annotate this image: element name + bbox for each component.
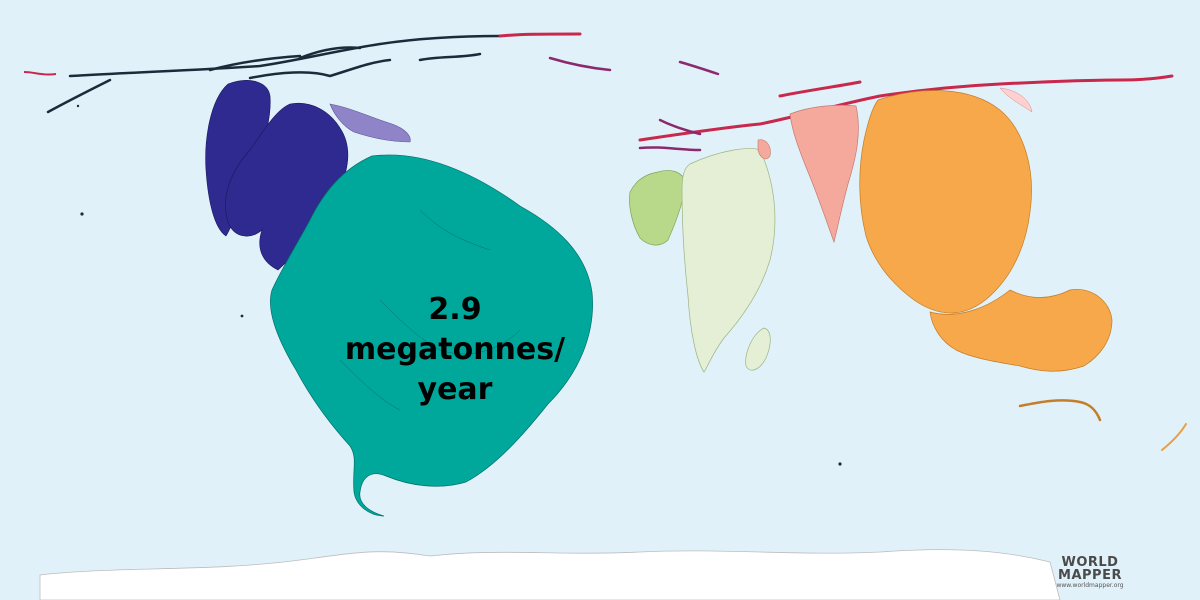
logo-url: www.worldmapper.org [1056, 582, 1124, 589]
central-america [329, 103, 411, 143]
value-unit-line2: year [417, 372, 493, 407]
asia-southeast [929, 288, 1113, 372]
alaska-tip [23, 71, 57, 76]
africa-south [681, 148, 776, 373]
logo-word-world: WORLD [1061, 555, 1119, 570]
japan-pink [999, 87, 1033, 113]
north-america [205, 80, 349, 271]
value-label: 2.9 megatonnes/ year [330, 290, 580, 410]
europe-north [548, 56, 720, 152]
small-islands [76, 104, 842, 466]
middle-east [789, 104, 859, 244]
value-unit-line1: megatonnes/ [344, 332, 566, 367]
south-america [270, 154, 593, 517]
south-america-borders [339, 209, 521, 411]
middle-east-small [757, 139, 771, 160]
worldmapper-logo: WORLD MAPPER www.worldmapper.org [1040, 556, 1140, 590]
madagascar [745, 327, 771, 371]
value-number: 2.9 [428, 292, 482, 327]
logo-word-mapper: MAPPER [1058, 568, 1122, 583]
antarctica [39, 549, 1061, 600]
asia-east [859, 90, 1032, 314]
asia-islands [1018, 399, 1102, 422]
arctic-islands [46, 34, 502, 114]
new-zealand [1161, 423, 1187, 451]
